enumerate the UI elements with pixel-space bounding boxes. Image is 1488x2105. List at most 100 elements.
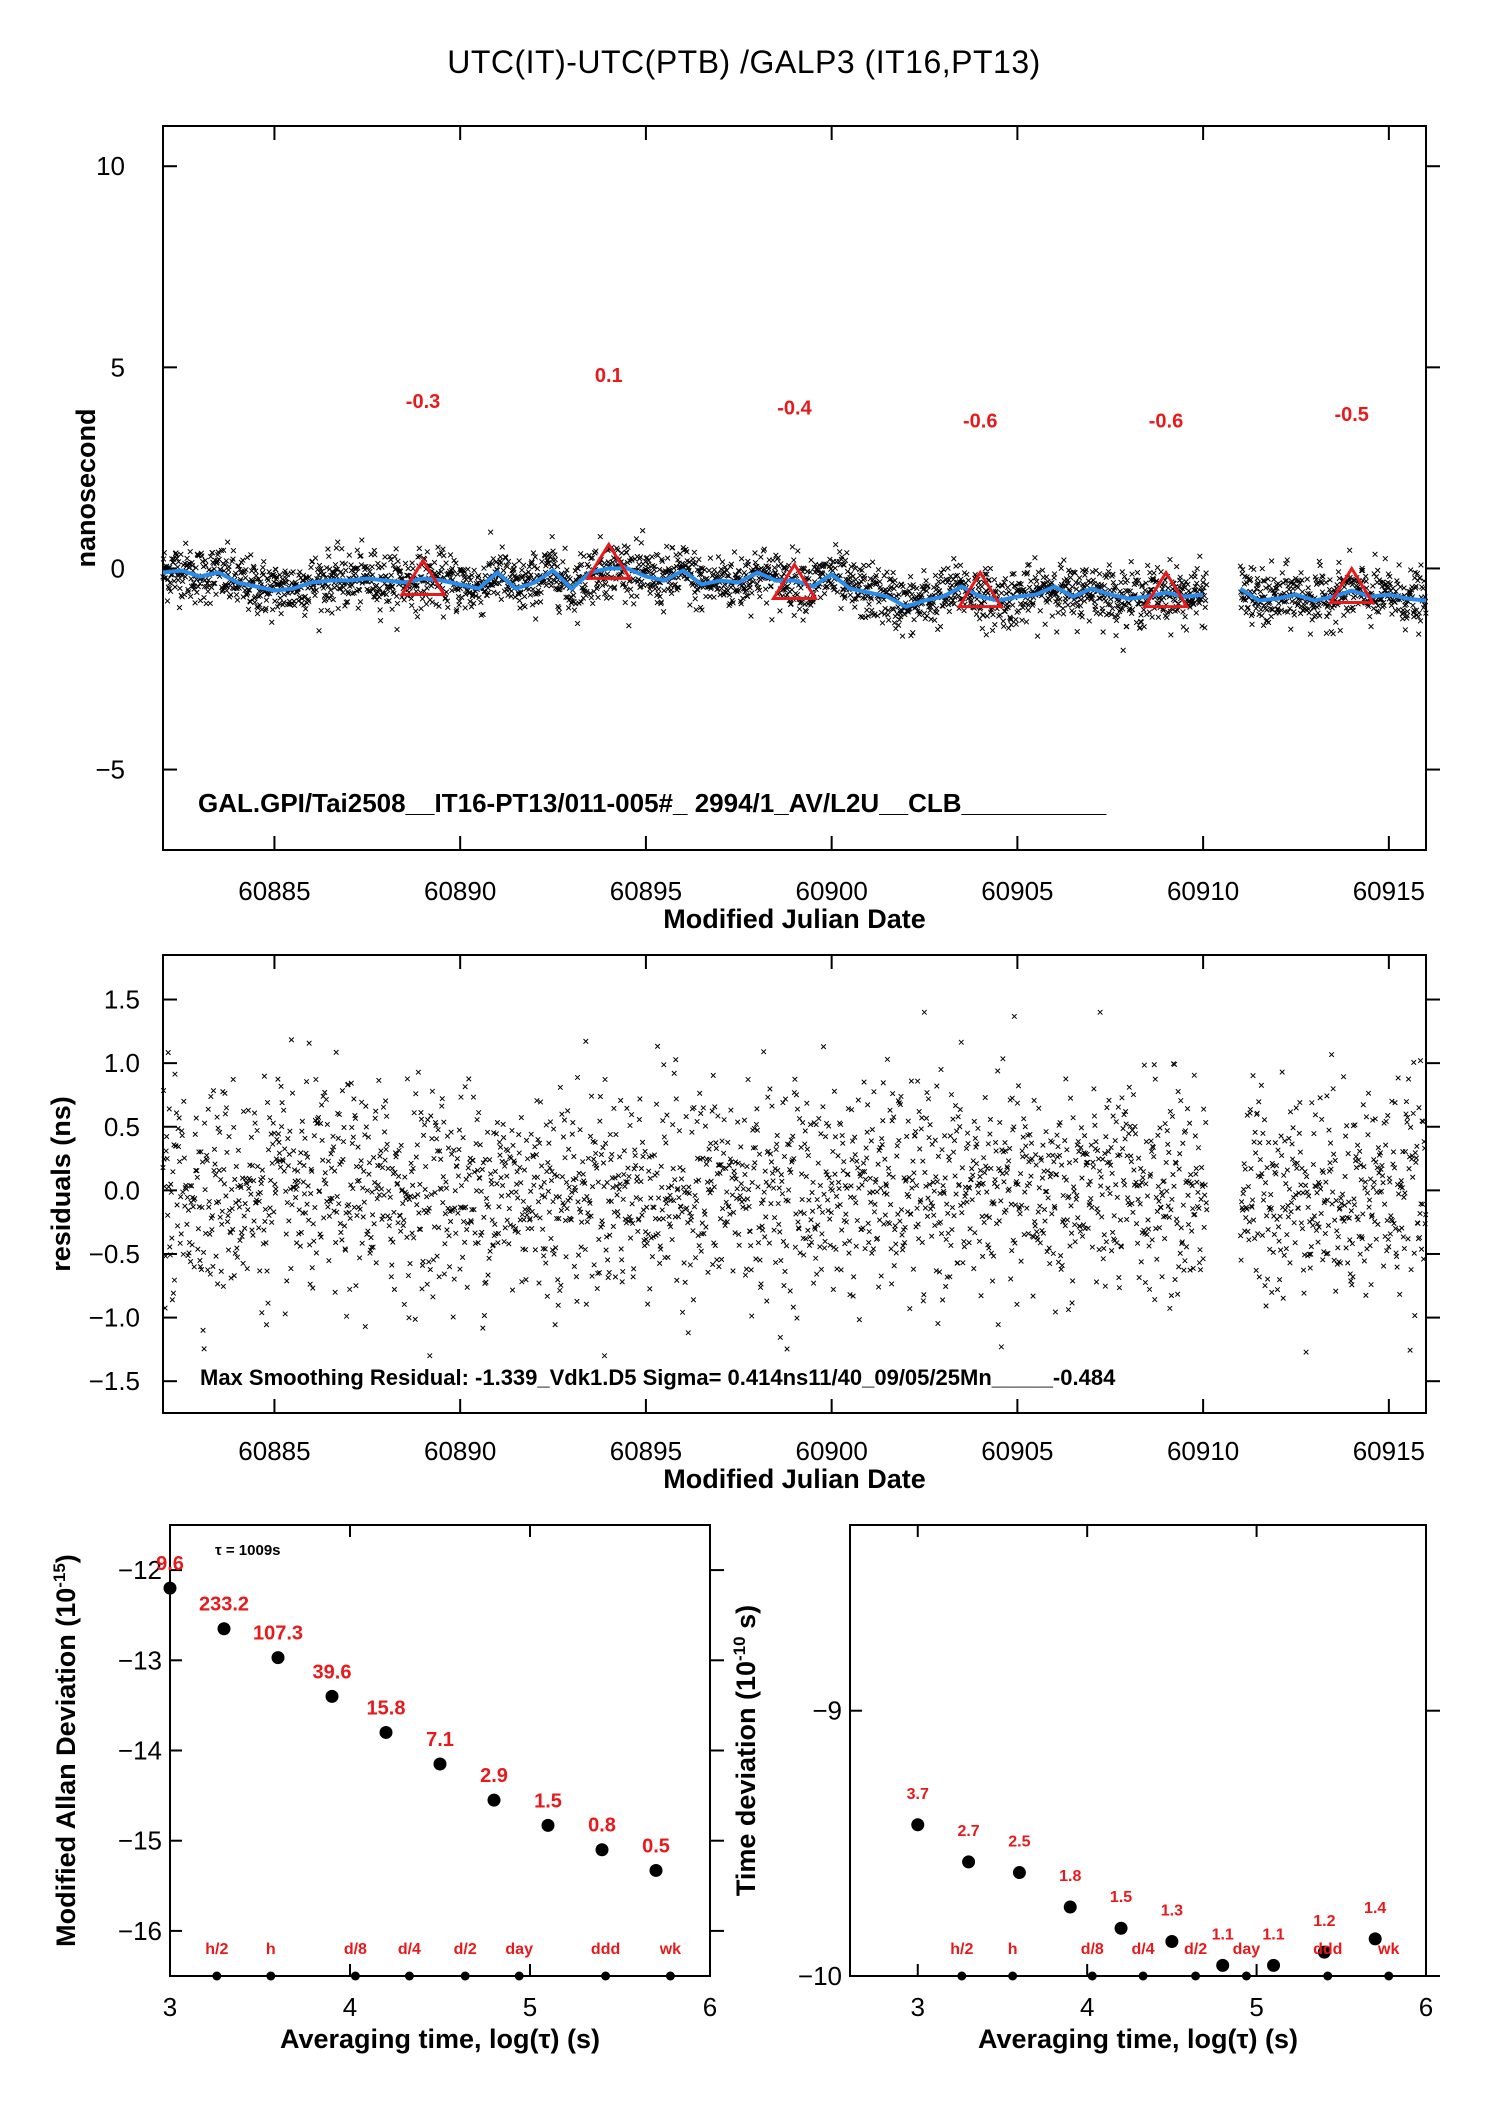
- data-point: [1330, 630, 1336, 637]
- data-point: [1282, 1138, 1288, 1144]
- data-point: [480, 1325, 486, 1331]
- data-point: [353, 1282, 359, 1289]
- data-point: [654, 1043, 661, 1049]
- data-point: [1416, 610, 1422, 616]
- data-point: [420, 1258, 426, 1265]
- data-point: [1172, 1276, 1178, 1283]
- data-point: [262, 1218, 268, 1225]
- data-point: [538, 1184, 544, 1190]
- data-point: [982, 1170, 988, 1176]
- data-point: [223, 587, 230, 594]
- data-point: [1176, 1264, 1182, 1270]
- data-point: [666, 1213, 672, 1220]
- data-point: [931, 1188, 937, 1194]
- data-point: [1292, 1240, 1298, 1246]
- data-point: [194, 589, 200, 596]
- data-point: [654, 1170, 660, 1176]
- data-point: [1151, 1062, 1157, 1068]
- data-point: [1265, 619, 1272, 626]
- data-point: [1420, 585, 1426, 592]
- data-point: [1058, 565, 1064, 572]
- data-point: [1059, 1262, 1065, 1269]
- data-point: [202, 557, 209, 564]
- data-point: [1186, 1120, 1193, 1126]
- data-point: [578, 1244, 584, 1250]
- data-point: [537, 1215, 543, 1221]
- data-point: [179, 578, 186, 585]
- data-point: [222, 561, 228, 568]
- data-point: [338, 1159, 345, 1165]
- data-point: [608, 1198, 614, 1204]
- data-point: [718, 585, 725, 592]
- data-point: [529, 602, 536, 608]
- data-point: [754, 563, 760, 570]
- data-point: [1250, 1217, 1257, 1223]
- data-point: [363, 1124, 369, 1130]
- data-point: [376, 1077, 382, 1084]
- data-point: [547, 553, 554, 560]
- data-point: [379, 1164, 386, 1171]
- data-point: [570, 592, 577, 598]
- data-point: [1001, 1179, 1007, 1185]
- data-point: [170, 1290, 177, 1296]
- data-point: [331, 1168, 338, 1174]
- data-point: [992, 1139, 999, 1146]
- data-point: [630, 601, 637, 607]
- data-point: [163, 1148, 169, 1154]
- data-point: [332, 561, 339, 568]
- data-point: [441, 552, 447, 559]
- data-point: [516, 558, 522, 564]
- data-point: [1116, 1274, 1122, 1281]
- x-tick-label: 60910: [1167, 876, 1239, 906]
- data-point: [435, 1225, 442, 1231]
- data-point: [1099, 1192, 1105, 1198]
- data-point: [1174, 1221, 1180, 1227]
- data-point: [835, 1153, 841, 1159]
- data-point: [728, 561, 735, 567]
- data-point: [1249, 1197, 1256, 1203]
- data-point: [1382, 555, 1389, 562]
- data-point: [278, 1083, 284, 1089]
- data-point: [819, 1209, 826, 1216]
- data-point: [543, 1260, 549, 1266]
- timeseries-ylabel: nanosecond: [71, 408, 101, 567]
- data-point: [1079, 1175, 1085, 1181]
- data-point: [1049, 613, 1056, 619]
- data-point: [852, 576, 859, 583]
- data-point: [939, 1147, 945, 1153]
- data-point: [261, 1073, 268, 1079]
- data-point: [1091, 1113, 1098, 1119]
- data-point: [725, 1139, 731, 1146]
- data-point: [949, 1226, 955, 1233]
- data-point: [466, 574, 472, 580]
- marker-label: -0.5: [1334, 404, 1368, 426]
- data-point: [211, 566, 218, 572]
- data-point: [359, 1099, 365, 1105]
- data-point: [748, 1267, 754, 1273]
- data-point: [427, 1266, 433, 1273]
- data-point: [925, 1195, 931, 1201]
- data-point: [833, 1246, 839, 1253]
- data-point: [1158, 1189, 1165, 1195]
- data-point: [724, 1189, 730, 1195]
- data-point: [947, 1133, 954, 1139]
- data-point: [1032, 1223, 1038, 1229]
- data-point: [1106, 1097, 1112, 1103]
- data-point: [207, 1271, 213, 1277]
- data-point: [984, 1189, 990, 1195]
- data-point: [420, 1132, 427, 1138]
- data-point: [935, 1153, 942, 1159]
- data-point: [707, 1140, 714, 1147]
- data-point: [837, 1201, 843, 1208]
- data-point: [494, 1181, 500, 1187]
- data-point: [757, 593, 763, 600]
- data-point: [1157, 1125, 1163, 1131]
- data-point: [285, 1135, 291, 1142]
- data-point: [816, 562, 822, 568]
- data-point: [849, 1157, 855, 1163]
- data-point: [337, 1220, 343, 1227]
- data-point: [938, 569, 945, 576]
- data-point: [259, 1310, 265, 1316]
- data-point: [657, 1260, 663, 1266]
- data-point: [1043, 1128, 1049, 1135]
